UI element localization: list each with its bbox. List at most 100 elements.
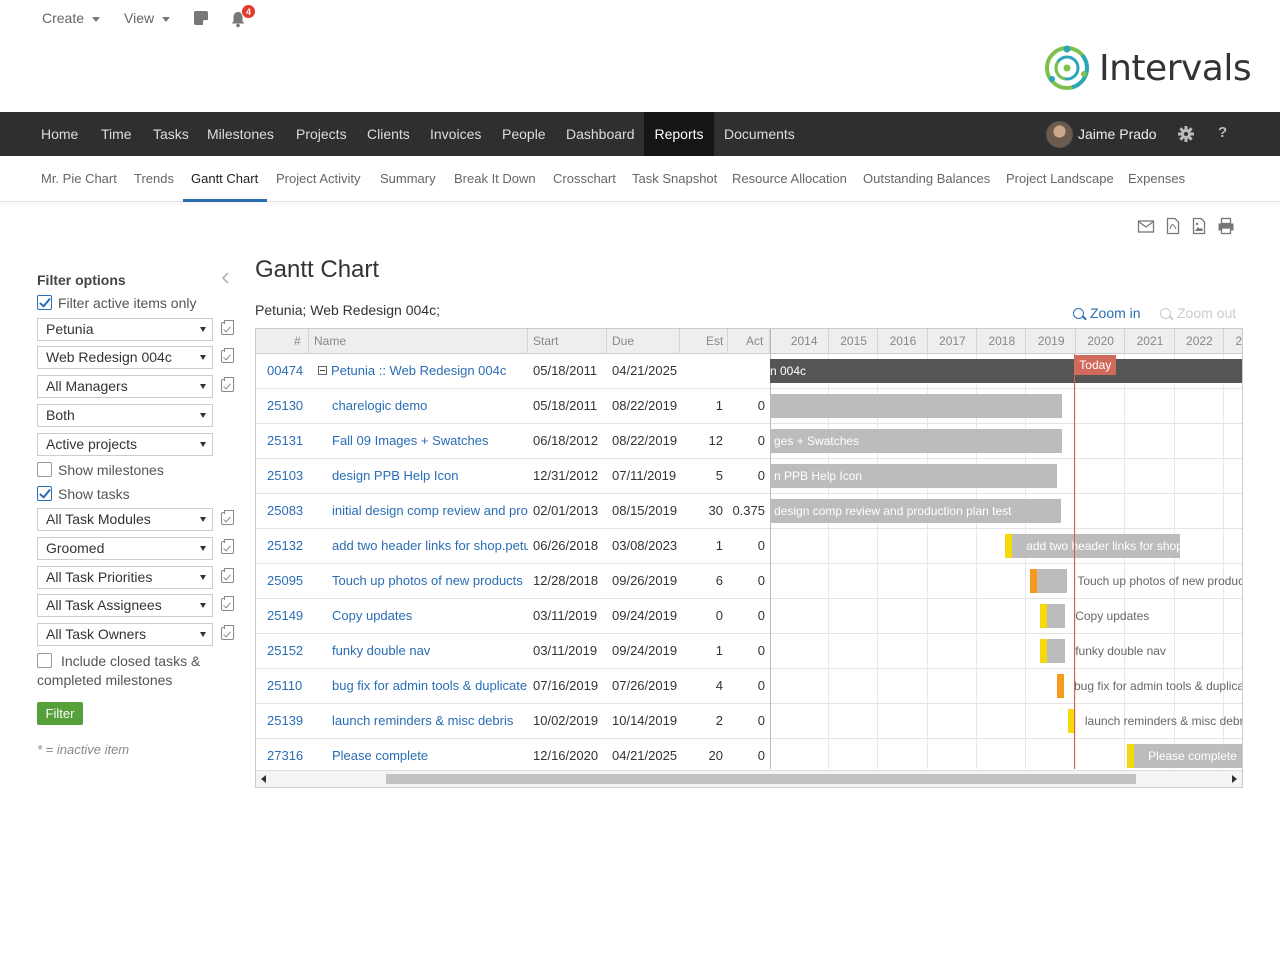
multi-select-icon[interactable] [221,625,234,640]
email-icon[interactable] [1137,217,1155,235]
chevron-left-icon[interactable] [220,270,232,286]
scroll-right-arrow-icon[interactable] [1232,775,1237,783]
task-id-link[interactable]: 25095 [267,573,304,588]
image-icon[interactable] [1190,217,1208,235]
subnav-gantt-chart[interactable]: Gantt Chart [191,171,259,186]
project-bar[interactable] [770,359,1242,383]
nav-time[interactable]: Time [101,126,132,142]
task-bar[interactable] [1134,744,1242,768]
task-bar[interactable] [770,394,1063,418]
table-row[interactable]: 25095 Touch up photos of new products 12/2… [256,564,1242,599]
table-row[interactable]: 25149 Copy updates 03/11/2019 09/24/2019 0 0 [256,599,1242,634]
nav-people[interactable]: People [502,126,546,142]
scroll-left-arrow-icon[interactable] [261,775,266,783]
task-assignees-select[interactable]: All Task Assignees [37,594,213,617]
task-modules-select[interactable]: All Task Modules [37,508,213,531]
table-row[interactable]: 25103 design PPB Help Icon 12/31/2012 07/11… [256,459,1242,494]
task-name-link[interactable]: bug fix for admin tools & duplicate save [332,678,528,693]
checkbox-checked[interactable] [37,486,52,501]
subnav-project-activity[interactable]: Project Activity [276,171,361,186]
task-id-link[interactable]: 25139 [267,713,304,728]
task-name-link[interactable]: funky double nav [332,643,431,658]
subnav-break-it-down[interactable]: Break It Down [454,171,536,186]
col-header-due[interactable]: Due [612,334,635,348]
table-row[interactable]: 25083 initial design comp review and prod… [256,494,1242,529]
print-icon[interactable] [1217,217,1235,235]
avatar[interactable] [1046,121,1073,148]
nav-reports[interactable]: Reports [644,112,714,156]
subnav-outstanding-balances[interactable]: Outstanding Balances [863,171,991,186]
multi-select-icon[interactable] [221,539,234,554]
task-name-link[interactable]: charelogic demo [332,398,428,413]
task-id-link[interactable]: 25131 [267,433,304,448]
task-bar[interactable] [770,464,1057,488]
nav-tasks[interactable]: Tasks [153,126,189,142]
client-select[interactable]: Petunia [37,318,213,341]
multi-select-icon[interactable] [221,568,234,583]
checkbox-unchecked[interactable] [37,462,52,477]
show-milestones-checkbox[interactable]: Show milestones [37,462,164,478]
filter-button[interactable]: Filter [37,702,83,725]
multi-select-icon[interactable] [221,348,234,363]
task-name-link[interactable]: add two header links for shop.petunia.co… [332,538,528,553]
notes-icon[interactable] [194,11,208,25]
col-header-num[interactable]: # [294,334,301,348]
nav-invoices[interactable]: Invoices [430,126,482,142]
task-name-link[interactable]: Copy updates [332,608,413,623]
subnav-crosschart[interactable]: Crosschart [553,171,616,186]
horizontal-scrollbar[interactable] [256,770,1242,787]
gear-icon[interactable] [1178,126,1194,142]
nav-dashboard[interactable]: Dashboard [566,126,635,142]
task-id-link[interactable]: 25103 [267,468,304,483]
subnav-task-snapshot[interactable]: Task Snapshot [632,171,718,186]
task-bar[interactable] [1012,534,1181,558]
multi-select-icon[interactable] [221,320,234,335]
task-id-link[interactable]: 25083 [267,503,304,518]
table-row[interactable]: 25110 bug fix for admin tools & duplicate… [256,669,1242,704]
table-row[interactable]: 25139 launch reminders & misc debris 10/02… [256,704,1242,739]
checkbox-unchecked[interactable] [37,653,52,668]
subnav-mr-pie-chart[interactable]: Mr. Pie Chart [41,171,117,186]
subnav-expenses[interactable]: Expenses [1128,171,1186,186]
task-bar[interactable] [770,499,1062,523]
project-status-select[interactable]: Active projects [37,433,213,456]
task-priorities-select[interactable]: All Task Priorities [37,566,213,589]
task-bar[interactable] [770,429,1063,453]
create-menu[interactable]: Create [42,10,101,26]
filter-active-only-checkbox[interactable]: Filter active items only [37,295,196,311]
subnav-project-landscape[interactable]: Project Landscape [1006,171,1114,186]
col-header-est[interactable]: Est [706,334,724,348]
task-bar[interactable] [1047,639,1066,663]
pdf-icon[interactable] [1164,217,1182,235]
checkbox-checked[interactable] [37,295,52,310]
task-owners-select[interactable]: All Task Owners [37,623,213,646]
task-id-link[interactable]: 25152 [267,643,304,658]
task-name-link[interactable]: Fall 09 Images + Swatches [332,433,489,448]
multi-select-icon[interactable] [221,510,234,525]
help-icon[interactable]: ? [1218,124,1228,141]
scrollbar-thumb[interactable] [386,774,1136,784]
task-status-select[interactable]: Groomed [37,537,213,560]
view-menu[interactable]: View [124,10,171,26]
table-row[interactable]: 00474 Petunia :: Web Redesign 004c 05/18/2… [256,354,1242,389]
nav-milestones[interactable]: Milestones [207,126,274,142]
multi-select-icon[interactable] [221,377,234,392]
task-id-link[interactable]: 25132 [267,538,304,553]
nav-documents[interactable]: Documents [724,126,795,142]
project-select[interactable]: Web Redesign 004c [37,346,213,369]
subnav-resource-allocation[interactable]: Resource Allocation [732,171,847,186]
table-row[interactable]: 25152 funky double nav 03/11/2019 09/24/201… [256,634,1242,669]
include-closed-checkbox[interactable]: Include closed tasks & completed milesto… [37,652,227,690]
zoom-in-button[interactable]: Zoom in [1073,305,1141,321]
task-name-link[interactable]: Please complete [332,748,429,763]
multi-select-icon[interactable] [221,596,234,611]
subnav-trends[interactable]: Trends [134,171,174,186]
task-id-link[interactable]: 25149 [267,608,304,623]
managers-select[interactable]: All Managers [37,375,213,398]
task-name-link[interactable]: design PPB Help Icon [332,468,459,483]
nav-projects[interactable]: Projects [296,126,347,142]
table-row[interactable]: 25130 charelogic demo 05/18/2011 08/22/2019… [256,389,1242,424]
task-name-link[interactable]: initial design comp review and productio… [332,503,528,518]
collapse-minus-icon[interactable] [318,366,327,375]
table-row[interactable]: 25132 add two header links for shop.petun… [256,529,1242,564]
